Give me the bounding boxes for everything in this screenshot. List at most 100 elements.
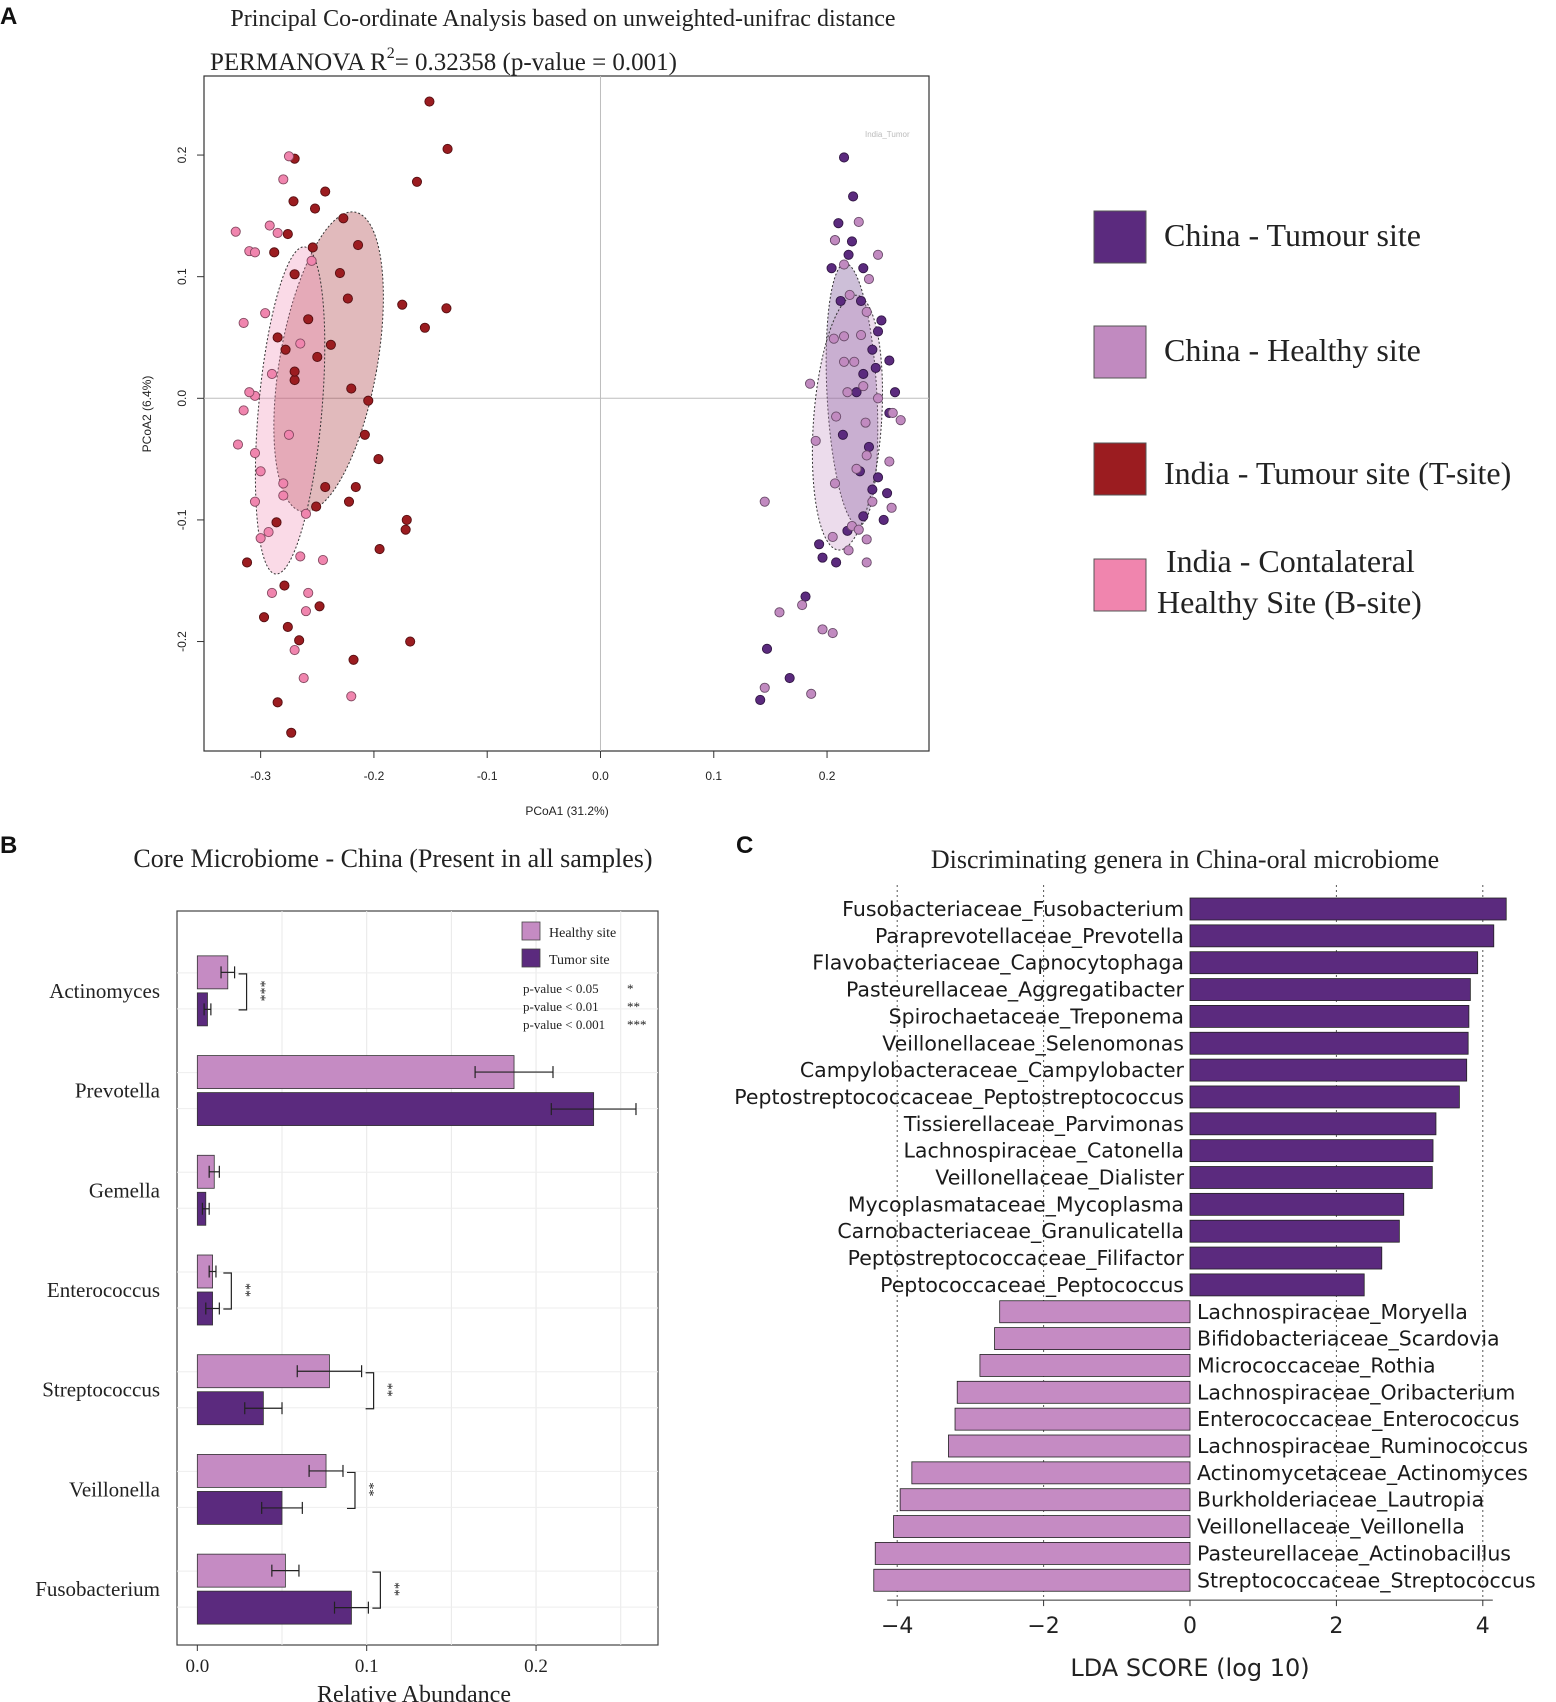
pcoa-x-tick-label: 0.0 — [592, 769, 609, 783]
lda-bar-mycoplasmataceae-mycoplasma — [1189, 1192, 1405, 1216]
pcoa-point-india-tumour-site-t-site — [279, 580, 290, 591]
pcoa-point-china-healthy-site — [895, 415, 906, 426]
pcoa-point-india-tumour-site-t-site — [441, 303, 452, 314]
pvalue-legend-label-3: p-value < 0.001 — [523, 1017, 605, 1032]
pcoa-point-china-tumour-site — [882, 488, 893, 499]
legend-label-india-healthy-line2: Healthy Site (B-site) — [1157, 584, 1422, 620]
pcoa-point-india-contalateral-healthy-site-b-site — [230, 226, 241, 237]
core-bar-healthy-site-fusobacterium — [196, 1553, 286, 1588]
pcoa-point-india-tumour-site-t-site — [314, 601, 325, 612]
pcoa-reference-lines — [204, 76, 929, 751]
lda-x-tick-label: −2 — [1027, 1614, 1059, 1639]
pcoa-point-china-healthy-site — [838, 259, 850, 270]
pcoa-point-china-tumour-site — [878, 514, 889, 525]
pcoa-point-china-tumour-site — [855, 295, 867, 307]
lda-bar-burkholderiaceae-lautropia — [899, 1488, 1191, 1512]
pcoa-x-tick-label: 0.1 — [705, 769, 722, 783]
lda-label-micrococcaceae-rothia: Micrococcaceae_Rothia — [1197, 1353, 1436, 1378]
lda-label-tissierellaceae-parvimonas: Tissierellaceae_Parvimonas — [903, 1112, 1184, 1137]
pcoa-point-india-tumour-site-t-site — [289, 269, 300, 280]
pcoa-point-india-tumour-site-t-site — [348, 654, 359, 665]
pcoa-point-india-tumour-site-t-site — [442, 143, 453, 155]
pcoa-point-india-tumour-site-t-site — [307, 242, 318, 253]
panel-label-c: C — [736, 832, 753, 859]
pcoa-point-china-healthy-site — [827, 627, 838, 639]
pcoa-point-india-tumour-site-t-site — [294, 635, 305, 646]
lda-x-axis-label: LDA SCORE (log 10) — [1070, 1654, 1309, 1682]
pcoa-point-china-healthy-site — [872, 249, 884, 260]
pcoa-point-india-tumour-site-t-site — [397, 299, 408, 310]
core-significance-stars: ** — [380, 1383, 395, 1397]
core-bar-tumor-site-fusobacterium — [196, 1590, 352, 1625]
pcoa-point-china-healthy-site — [797, 600, 808, 611]
pcoa-y-tick-label: 0.2 — [175, 146, 189, 163]
pcoa-point-china-tumour-site — [863, 441, 875, 452]
pcoa-point-india-tumour-site-t-site — [289, 375, 300, 386]
core-category-label: Fusobacterium — [35, 1577, 160, 1601]
pvalue-legend-stars-3: *** — [627, 1017, 647, 1032]
lda-label-pasteurellaceae-aggregatibacter: Pasteurellaceae_Aggregatibacter — [846, 978, 1185, 1003]
pcoa-point-india-tumour-site-t-site — [338, 213, 349, 224]
pcoa-point-india-tumour-site-t-site — [289, 366, 300, 377]
pcoa-point-india-contalateral-healthy-site-b-site — [283, 151, 295, 162]
lda-label-actinomycetaceae-actinomyces: Actinomycetaceae_Actinomyces — [1197, 1461, 1528, 1486]
lda-x-ticks: −4 −2 0 2 4 — [881, 1599, 1493, 1639]
core-bars — [196, 955, 637, 1625]
pcoa-point-china-healthy-site — [828, 333, 839, 344]
pcoa-point-india-contalateral-healthy-site-b-site — [272, 227, 283, 238]
pcoa-point-india-contalateral-healthy-site-b-site — [249, 496, 261, 507]
pcoa-point-india-contalateral-healthy-site-b-site — [238, 317, 249, 328]
lda-bar-pasteurellaceae-actinobacillus — [874, 1542, 1191, 1565]
core-category-label: Streptococcus — [42, 1378, 160, 1402]
legend-swatch-india-tumour — [1093, 442, 1147, 496]
pcoa-point-china-tumour-site — [831, 557, 842, 568]
pcoa-point-india-tumour-site-t-site — [312, 351, 323, 362]
pcoa-point-india-contalateral-healthy-site-b-site — [283, 429, 295, 440]
pcoa-x-axis-label: PCoA1 (31.2%) — [525, 804, 608, 818]
core-x-axis-label: Relative Abundance — [317, 1682, 511, 1702]
pcoa-ellipse-china-healthy-site — [811, 294, 883, 551]
lda-label-streptococcaceae-streptococcus: Streptococcaceae_Streptococcus — [1197, 1568, 1536, 1593]
pcoa-point-india-tumour-site-t-site — [269, 247, 280, 258]
pcoa-point-china-healthy-site — [810, 435, 821, 446]
pcoa-point-india-contalateral-healthy-site-b-site — [295, 551, 306, 562]
pcoa-point-india-tumour-site-t-site — [400, 524, 411, 535]
core-legend-swatch-healthy — [521, 921, 541, 941]
lda-x-tick-label: 4 — [1476, 1614, 1490, 1639]
core-category-labels: Actinomyces Prevotella Gemella Enterococcus… — [35, 979, 160, 1601]
core-significance-bracket — [223, 1272, 232, 1310]
pcoa-point-india-contalateral-healthy-site-b-site — [255, 466, 266, 477]
pcoa-point-china-tumour-site — [761, 643, 773, 654]
core-legend-label-healthy: Healthy site — [549, 926, 616, 941]
lda-bars — [873, 897, 1507, 1592]
lda-label-peptostreptococcaceae-peptostreptococcus: Peptostreptococcaceae_Peptostreptococcus — [734, 1085, 1184, 1110]
legend-label-india-healthy-line1: India - Contalateral — [1166, 543, 1415, 579]
pcoa-point-india-tumour-site-t-site — [334, 267, 345, 279]
pcoa-point-india-tumour-site-t-site — [272, 332, 283, 343]
core-plot-frame — [176, 910, 659, 1646]
pcoa-x-tick-label: -0.3 — [250, 769, 271, 783]
lda-label-burkholderiaceae-lautropia: Burkholderiaceae_Lautropia — [1197, 1488, 1484, 1513]
pcoa-point-india-contalateral-healthy-site-b-site — [278, 490, 289, 501]
lda-bar-actinomycetaceae-actinomyces — [911, 1461, 1191, 1485]
pcoa-point-china-healthy-site — [759, 682, 770, 693]
lda-label-fusobacteriaceae-fusobacterium: Fusobacteriaceae_Fusobacterium — [842, 897, 1184, 922]
lda-bar-flavobacteriaceae-capnocytophaga — [1189, 951, 1479, 975]
pcoa-y-tick-label: -0.1 — [175, 509, 189, 530]
pcoa-point-india-tumour-site-t-site — [271, 517, 282, 528]
pcoa-point-india-tumour-site-t-site — [411, 176, 423, 187]
legend-swatch-china-healthy — [1093, 325, 1147, 379]
lda-bar-lachnospiraceae-catonella — [1189, 1139, 1434, 1163]
pcoa-point-china-tumour-site — [800, 591, 811, 602]
core-significance-stars: ** — [237, 1283, 252, 1297]
pcoa-point-india-contalateral-healthy-site-b-site — [289, 645, 300, 656]
pcoa-point-india-tumour-site-t-site — [373, 454, 384, 465]
pcoa-point-china-healthy-site — [851, 463, 862, 474]
pcoa-point-india-tumour-site-t-site — [343, 496, 355, 507]
lda-chart: Discriminating genera in China-oral micr… — [734, 845, 1535, 1682]
core-microbiome-chart: Core Microbiome - China (Present in all … — [35, 844, 659, 1702]
pcoa-point-india-tumour-site-t-site — [325, 339, 336, 350]
core-category-label: Enterococcus — [47, 1278, 160, 1302]
pcoa-point-china-healthy-site — [849, 356, 860, 367]
pcoa-point-india-tumour-site-t-site — [363, 395, 374, 406]
